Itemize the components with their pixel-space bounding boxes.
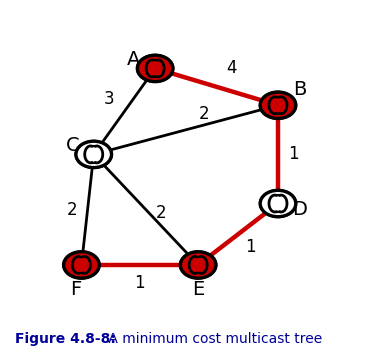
Ellipse shape <box>260 191 296 217</box>
Text: 3: 3 <box>104 90 114 108</box>
Text: 1: 1 <box>245 238 256 255</box>
Ellipse shape <box>258 90 298 120</box>
Ellipse shape <box>136 53 175 83</box>
Text: 4: 4 <box>227 59 237 77</box>
Text: D: D <box>292 200 307 219</box>
Text: A minimum cost multicast tree: A minimum cost multicast tree <box>104 332 322 346</box>
Ellipse shape <box>74 140 113 169</box>
Text: 2: 2 <box>199 105 210 124</box>
Ellipse shape <box>260 92 296 118</box>
Text: F: F <box>70 280 81 299</box>
Text: E: E <box>192 280 204 299</box>
Ellipse shape <box>62 250 101 280</box>
Text: 2: 2 <box>156 204 167 222</box>
Text: A: A <box>127 50 140 69</box>
Ellipse shape <box>76 141 111 168</box>
Text: Figure 4.8-8:: Figure 4.8-8: <box>15 332 116 346</box>
Ellipse shape <box>258 189 298 218</box>
Text: B: B <box>293 80 306 99</box>
Ellipse shape <box>179 250 218 280</box>
Text: 1: 1 <box>134 274 145 292</box>
Text: 1: 1 <box>288 146 299 163</box>
Text: 2: 2 <box>67 201 78 219</box>
Ellipse shape <box>180 252 216 278</box>
Text: C: C <box>65 136 79 155</box>
Ellipse shape <box>137 55 173 81</box>
Ellipse shape <box>64 252 99 278</box>
